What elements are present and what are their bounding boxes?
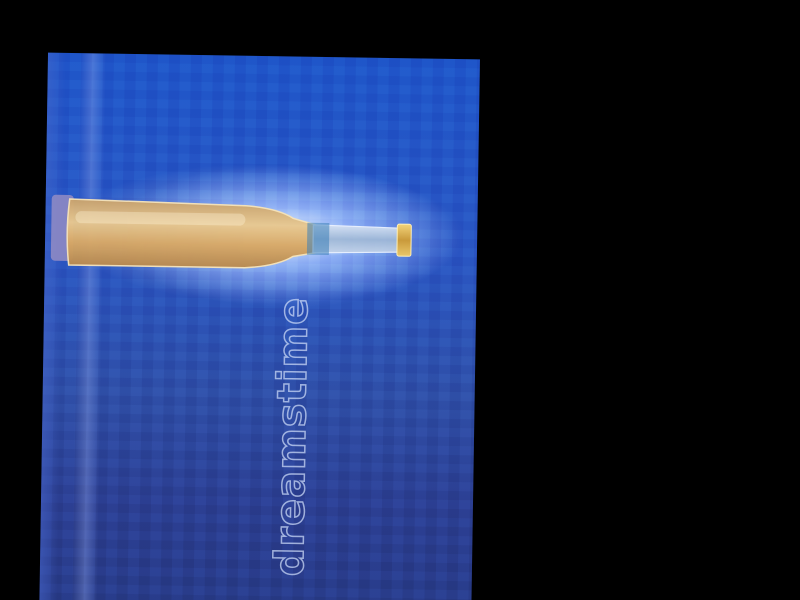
neck-label-band bbox=[306, 222, 330, 256]
watermark-text: dreamstime bbox=[266, 296, 318, 578]
bottle-photo: dreamstime bbox=[39, 52, 480, 600]
bottle-body bbox=[66, 198, 317, 269]
bottle-graphic bbox=[50, 163, 466, 305]
bottle-highlight bbox=[75, 211, 246, 226]
bottle-cap bbox=[396, 223, 412, 257]
